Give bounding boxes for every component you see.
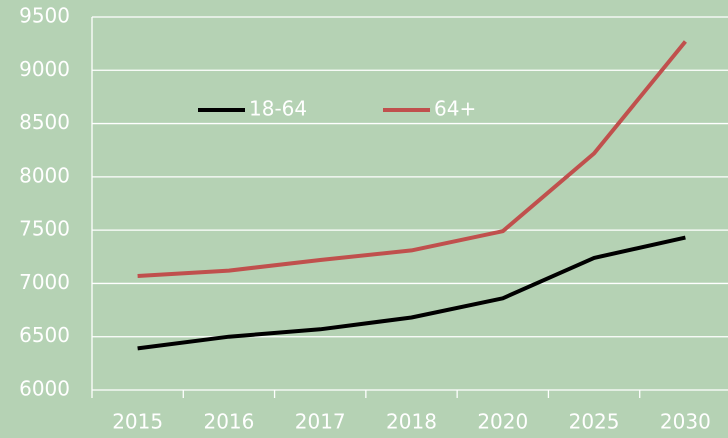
x-tick-label: 2020 <box>477 410 528 434</box>
x-tick-label: 2016 <box>203 410 254 434</box>
x-tick-label: 2030 <box>660 410 711 434</box>
legend-label: 64+ <box>434 97 476 121</box>
y-tick-label: 6000 <box>19 377 70 401</box>
line-series <box>137 235 686 351</box>
x-tick-label: 2018 <box>386 410 437 434</box>
legend-label: 18-64 <box>249 97 307 121</box>
x-tick-label: 2017 <box>295 410 346 434</box>
y-tick-label: 9000 <box>19 57 70 81</box>
y-tick-label: 7500 <box>19 217 70 241</box>
line-series <box>137 40 687 278</box>
y-tick-label: 8500 <box>19 110 70 134</box>
y-tick-label: 6500 <box>19 323 70 347</box>
y-tick-label: 8000 <box>19 163 70 187</box>
y-tick-label: 7000 <box>19 270 70 294</box>
y-tick-label: 9500 <box>19 4 70 28</box>
x-tick-label: 2015 <box>112 410 163 434</box>
x-tick-label: 2025 <box>569 410 620 434</box>
